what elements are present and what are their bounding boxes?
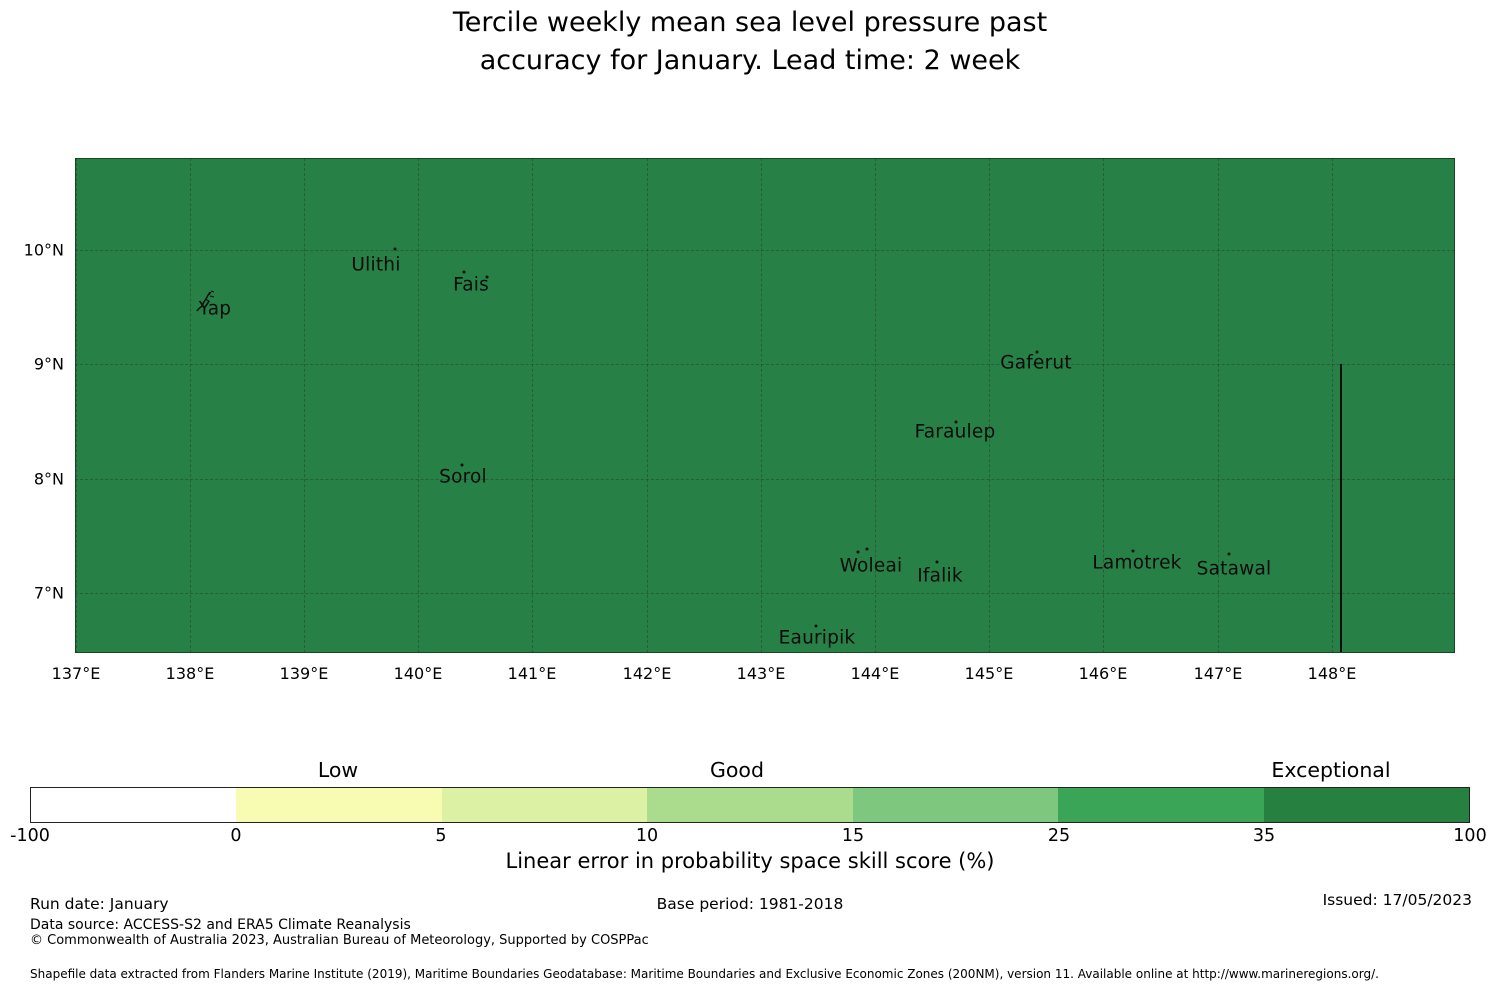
longitude-gridline [1218, 158, 1219, 653]
longitude-gridline [989, 158, 990, 653]
longitude-gridline [532, 158, 533, 653]
x-axis-tick-label: 142°E [622, 664, 672, 683]
satawal-island-dot [1227, 552, 1231, 556]
eauripik-island-dot [814, 624, 818, 628]
colorbar-tick-label: 15 [841, 826, 865, 846]
figure-title: Tercile weekly mean sea level pressure p… [0, 4, 1500, 80]
colorbar-tick-label: 35 [1252, 826, 1276, 846]
island-label-eauripik: Eauripik [778, 627, 856, 649]
island-label-ifalik: Ifalik [917, 565, 963, 587]
colorbar-tick-label: 100 [1453, 826, 1487, 846]
woleai-island-dot [856, 550, 860, 554]
island-label-lamotrek: Lamotrek [1092, 552, 1182, 574]
colorbar-tick-label: 5 [435, 826, 447, 846]
colorbar-tick-label: 10 [635, 826, 659, 846]
island-label-gaferut: Gaferut [1000, 352, 1072, 374]
base-period-text: Base period: 1981-2018 [656, 895, 844, 913]
data-source-text: Data source: ACCESS-S2 and ERA5 Climate … [30, 917, 411, 933]
figure-title-line2: accuracy for January. Lead time: 2 week [479, 45, 1021, 76]
colorbar-segment-4 [852, 788, 1059, 822]
map-plot-area [75, 158, 1455, 653]
longitude-gridline [190, 158, 191, 653]
yap-island-shape [193, 287, 223, 319]
island-label-satawal: Satawal [1196, 558, 1272, 580]
colorbar-tick-label: 25 [1047, 826, 1071, 846]
island-label-sorol: Sorol [439, 466, 487, 488]
faraulep-island-dot [954, 420, 958, 424]
longitude-gridline [418, 158, 419, 653]
x-axis-tick-label: 144°E [850, 664, 900, 683]
x-axis-tick-label: 143°E [736, 664, 786, 683]
latitude-gridline [75, 250, 1455, 251]
y-axis-tick-label: 10°N [23, 240, 64, 260]
colorbar-category-good: Good [710, 758, 764, 782]
x-axis-tick-label: 146°E [1078, 664, 1128, 683]
x-axis-tick-label: 138°E [165, 664, 215, 683]
x-axis-tick-label: 137°E [51, 664, 101, 683]
colorbar-segment-3 [647, 788, 853, 822]
island-label-faraulep: Faraulep [914, 421, 996, 443]
colorbar-segment-0 [31, 788, 237, 822]
x-axis-tick-label: 141°E [507, 664, 557, 683]
sorol-island-dot [460, 463, 464, 467]
longitude-gridline [875, 158, 876, 653]
issued-date-text: Issued: 17/05/2023 [1322, 891, 1472, 909]
shapefile-note-text: Shapefile data extracted from Flanders M… [30, 967, 1379, 981]
y-axis-tick-label: 9°N [33, 354, 64, 374]
colorbar-caption: Linear error in probability space skill … [505, 849, 995, 873]
longitude-gridline [1332, 158, 1333, 653]
colorbar-segment-2 [441, 788, 648, 822]
colorbar-segment-6 [1263, 788, 1469, 822]
longitude-gridline [647, 158, 648, 653]
y-axis-tick-label: 7°N [33, 583, 64, 603]
colorbar-category-low: Low [317, 758, 359, 782]
fais-island-dot [485, 275, 489, 279]
colorbar-tick-label: 0 [230, 826, 242, 846]
island-label-fais: Fais [453, 274, 489, 296]
copyright-text: © Commonwealth of Australia 2023, Austra… [30, 933, 649, 948]
fais-island-dot [462, 270, 466, 274]
woleai-island-dot [865, 547, 869, 551]
longitude-gridline [304, 158, 305, 653]
island-label-ulithi: Ulithi [351, 254, 401, 276]
longitude-gridline [76, 158, 77, 653]
gaferut-island-dot [1035, 350, 1039, 354]
x-axis-tick-label: 147°E [1193, 664, 1243, 683]
colorbar-tick-label: -100 [10, 826, 50, 846]
colorbar-category-exceptional: Exceptional [1271, 758, 1391, 782]
latitude-gridline [75, 479, 1455, 480]
island-label-yap: Yap [198, 298, 232, 320]
eez-boundary-line [1340, 364, 1342, 652]
longitude-gridline [1103, 158, 1104, 653]
y-axis-tick-label: 8°N [33, 469, 64, 489]
island-label-woleai: Woleai [839, 555, 903, 577]
x-axis-tick-label: 139°E [279, 664, 329, 683]
run-date-text: Run date: January [30, 895, 169, 913]
latitude-gridline [75, 593, 1455, 594]
latitude-gridline [75, 364, 1455, 365]
lamotrek-island-dot [1131, 549, 1135, 553]
figure-title-line1: Tercile weekly mean sea level pressure p… [452, 7, 1048, 38]
x-axis-tick-label: 145°E [964, 664, 1014, 683]
colorbar-segment-1 [236, 788, 442, 822]
colorbar-segment-5 [1058, 788, 1264, 822]
x-axis-tick-label: 148°E [1307, 664, 1357, 683]
ifalik-island-dot [935, 560, 939, 564]
ulithi-island-dot [393, 247, 397, 251]
longitude-gridline [761, 158, 762, 653]
colorbar [30, 787, 1470, 823]
x-axis-tick-label: 140°E [393, 664, 443, 683]
